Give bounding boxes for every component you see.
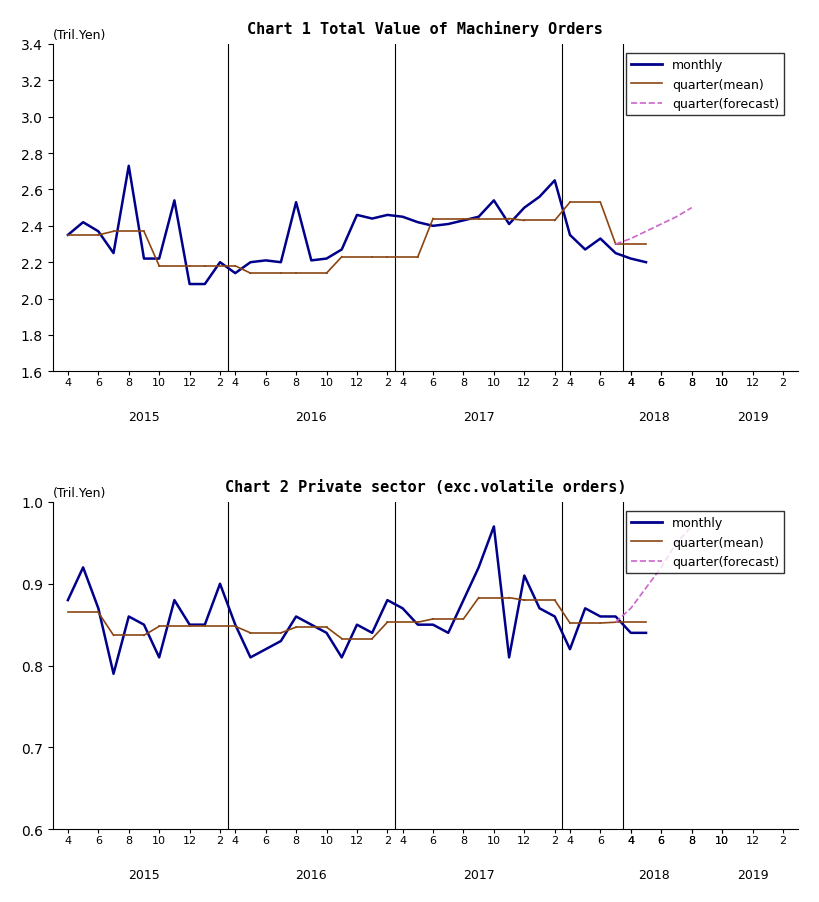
quarter(mean)	[63, 607, 73, 618]
Text: 2015: 2015	[128, 869, 160, 881]
Text: 2017: 2017	[463, 869, 495, 881]
Text: 2019: 2019	[737, 869, 768, 881]
quarter(mean)	[93, 607, 103, 618]
Text: 2016: 2016	[296, 410, 327, 424]
Text: (Tril.Yen): (Tril.Yen)	[52, 486, 106, 499]
Text: 2017: 2017	[463, 410, 495, 424]
Text: 2019: 2019	[737, 410, 768, 424]
Text: 2016: 2016	[296, 869, 327, 881]
Legend: monthly, quarter(mean), quarter(forecast): monthly, quarter(mean), quarter(forecast…	[626, 511, 785, 574]
Text: 2018: 2018	[638, 410, 669, 424]
Text: 2015: 2015	[128, 410, 160, 424]
quarter(mean)	[93, 230, 103, 241]
Text: 2018: 2018	[638, 869, 669, 881]
Legend: monthly, quarter(mean), quarter(forecast): monthly, quarter(mean), quarter(forecast…	[626, 54, 785, 115]
Text: (Tril.Yen): (Tril.Yen)	[52, 29, 106, 41]
quarter(mean)	[63, 230, 73, 241]
Title: Chart 1 Total Value of Machinery Orders: Chart 1 Total Value of Machinery Orders	[247, 21, 604, 37]
Title: Chart 2 Private sector (exc.volatile orders): Chart 2 Private sector (exc.volatile ord…	[224, 479, 627, 494]
